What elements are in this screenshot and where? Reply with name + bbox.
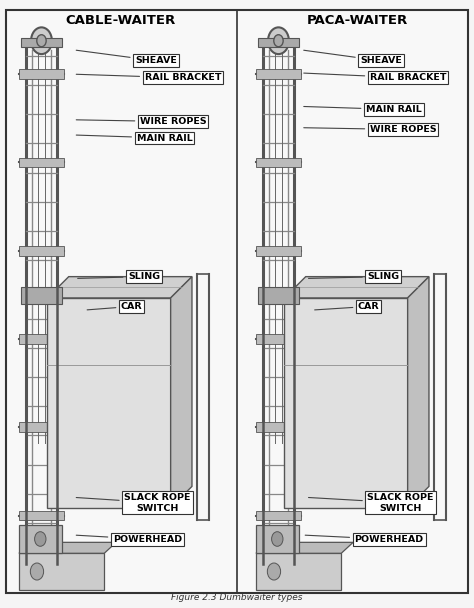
FancyBboxPatch shape xyxy=(21,287,62,304)
Polygon shape xyxy=(47,298,171,508)
Text: SLACK ROPE
SWITCH: SLACK ROPE SWITCH xyxy=(76,493,191,513)
Circle shape xyxy=(31,27,52,54)
FancyBboxPatch shape xyxy=(258,287,299,304)
Circle shape xyxy=(272,531,283,546)
Text: SLING: SLING xyxy=(309,272,400,281)
Circle shape xyxy=(35,531,46,546)
FancyBboxPatch shape xyxy=(19,511,64,520)
FancyBboxPatch shape xyxy=(256,423,301,432)
Text: RAIL BRACKET: RAIL BRACKET xyxy=(76,74,221,82)
Circle shape xyxy=(30,563,44,580)
FancyBboxPatch shape xyxy=(258,38,299,47)
Text: SLACK ROPE
SWITCH: SLACK ROPE SWITCH xyxy=(309,493,434,513)
Text: CAR: CAR xyxy=(87,302,143,311)
Text: WIRE ROPES: WIRE ROPES xyxy=(304,125,437,134)
Text: WIRE ROPES: WIRE ROPES xyxy=(76,117,207,126)
Polygon shape xyxy=(284,277,429,298)
Polygon shape xyxy=(408,277,429,508)
FancyBboxPatch shape xyxy=(19,157,64,167)
Text: POWERHEAD: POWERHEAD xyxy=(305,535,424,544)
Text: POWERHEAD: POWERHEAD xyxy=(76,535,182,544)
FancyBboxPatch shape xyxy=(21,38,62,47)
Circle shape xyxy=(268,27,289,54)
FancyBboxPatch shape xyxy=(256,157,301,167)
FancyBboxPatch shape xyxy=(256,69,301,79)
Circle shape xyxy=(37,35,46,47)
Polygon shape xyxy=(19,542,116,553)
FancyBboxPatch shape xyxy=(256,525,299,553)
FancyBboxPatch shape xyxy=(19,69,64,79)
Polygon shape xyxy=(171,277,192,508)
Circle shape xyxy=(274,35,283,47)
Circle shape xyxy=(267,563,281,580)
FancyBboxPatch shape xyxy=(19,525,62,553)
FancyBboxPatch shape xyxy=(19,553,104,590)
Text: MAIN RAIL: MAIN RAIL xyxy=(76,134,192,142)
Text: CABLE-WAITER: CABLE-WAITER xyxy=(66,14,176,27)
Text: MAIN RAIL: MAIN RAIL xyxy=(304,105,422,114)
Text: SLING: SLING xyxy=(78,272,160,281)
FancyBboxPatch shape xyxy=(256,246,301,255)
FancyBboxPatch shape xyxy=(19,334,64,344)
Polygon shape xyxy=(47,277,192,298)
Text: Figure 2.3 Dumbwaiter types: Figure 2.3 Dumbwaiter types xyxy=(171,593,303,602)
Text: RAIL BRACKET: RAIL BRACKET xyxy=(304,73,446,82)
FancyBboxPatch shape xyxy=(6,10,468,593)
FancyBboxPatch shape xyxy=(19,423,64,432)
Polygon shape xyxy=(256,542,353,553)
FancyBboxPatch shape xyxy=(19,246,64,255)
Text: SHEAVE: SHEAVE xyxy=(304,50,402,65)
Text: CAR: CAR xyxy=(315,302,380,311)
Polygon shape xyxy=(284,298,408,508)
Text: SHEAVE: SHEAVE xyxy=(76,50,177,65)
FancyBboxPatch shape xyxy=(256,334,301,344)
FancyBboxPatch shape xyxy=(256,511,301,520)
FancyBboxPatch shape xyxy=(256,553,341,590)
Text: PACA-WAITER: PACA-WAITER xyxy=(307,14,409,27)
